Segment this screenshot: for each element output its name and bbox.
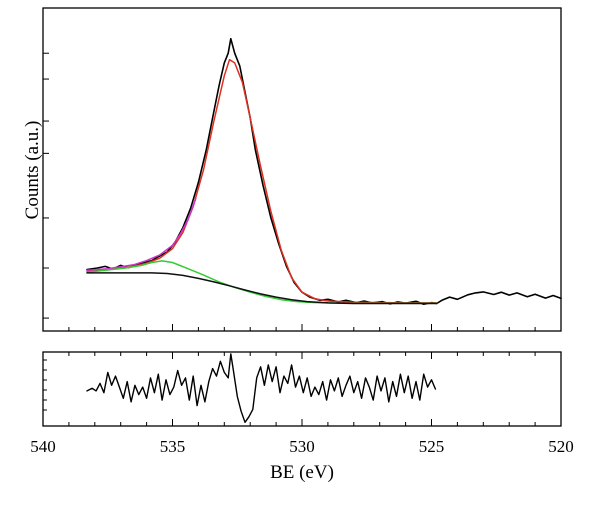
y-axis-label: Counts (a.u.) bbox=[22, 121, 43, 220]
x-tick-labels: 540 535 530 525 520 bbox=[30, 437, 574, 456]
main-series-1 bbox=[86, 58, 438, 304]
main-series-2 bbox=[86, 197, 197, 272]
main-series-0 bbox=[86, 37, 562, 305]
x-axis-label: BE (eV) bbox=[270, 462, 334, 483]
main-panel: Counts (a.u.) bbox=[22, 7, 562, 332]
main-series-3 bbox=[86, 260, 438, 304]
main-curves bbox=[86, 37, 562, 305]
x-tick-label: 540 bbox=[30, 437, 56, 456]
main-series-4 bbox=[86, 272, 438, 305]
main-plot-frame bbox=[42, 7, 562, 332]
x-tick-label: 520 bbox=[548, 437, 574, 456]
main-ticks bbox=[42, 52, 562, 331]
x-tick-label: 525 bbox=[419, 437, 445, 456]
residual-panel: 540 535 530 525 520 BE (eV) bbox=[30, 351, 574, 483]
x-tick-label: 530 bbox=[289, 437, 315, 456]
residual-ticks bbox=[42, 352, 562, 426]
residual-curves bbox=[86, 353, 437, 423]
x-tick-label: 535 bbox=[160, 437, 186, 456]
residual-series-0 bbox=[86, 353, 437, 423]
